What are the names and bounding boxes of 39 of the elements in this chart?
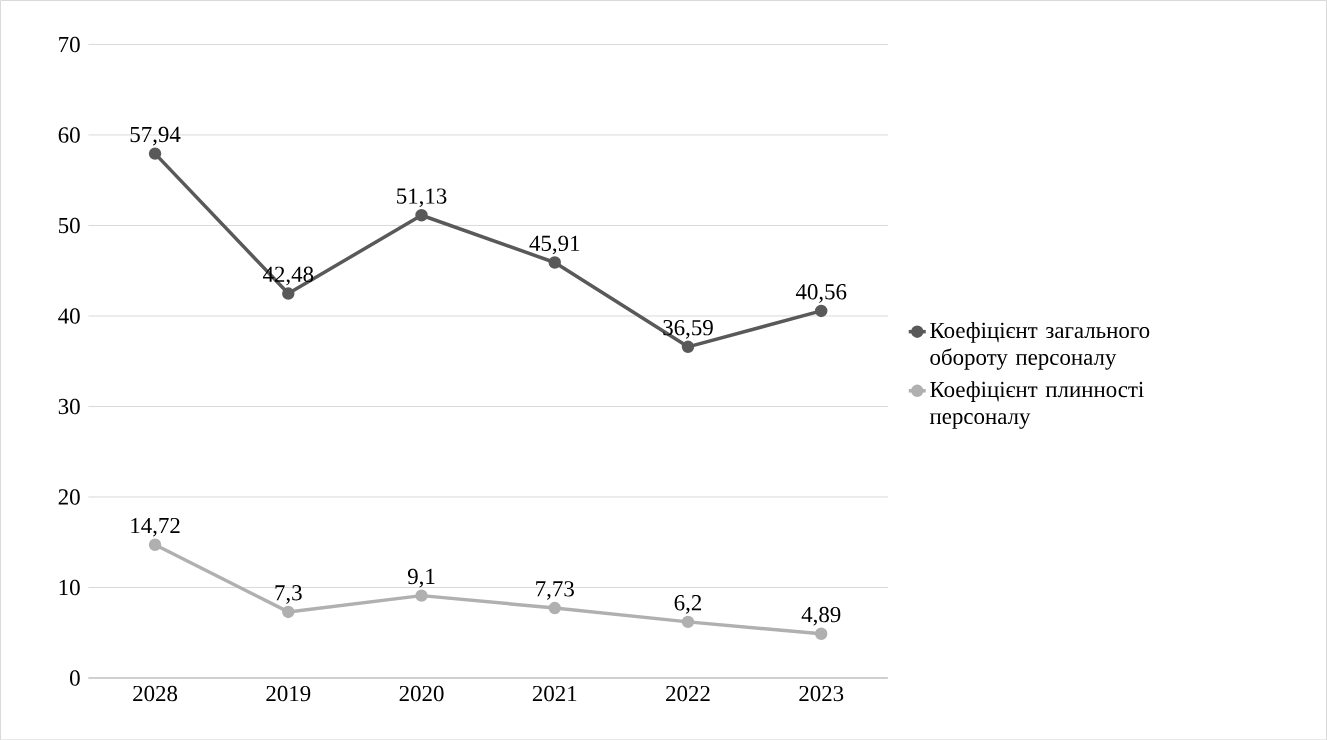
x-tick-label: 2021: [532, 685, 577, 702]
y-tick-label: 70: [59, 36, 80, 52]
point: [148, 538, 162, 551]
data-label: 14,72: [131, 517, 180, 537]
legend-label: Коефіцієнт плинності персоналу: [929, 380, 1144, 429]
point: [681, 615, 695, 628]
y-tick-label: 50: [59, 217, 80, 233]
x-tick-label: 2020: [399, 685, 444, 702]
data-label: 6,2: [674, 594, 702, 614]
data-label: 36,59: [663, 319, 713, 339]
y-tick-label: 30: [58, 398, 80, 414]
point: [415, 208, 428, 222]
data-label: 9,1: [407, 568, 435, 588]
x-tick-label: 2028: [133, 685, 178, 702]
y-tick-label: 40: [58, 308, 80, 324]
point: [681, 340, 695, 353]
data-label: 40,56: [795, 283, 847, 303]
point: [548, 256, 561, 269]
data-label: 51,13: [397, 188, 447, 207]
y-tick-label: 10: [59, 579, 80, 595]
point: [548, 601, 561, 615]
point: [148, 147, 162, 160]
x-tick-label: 2023: [799, 685, 844, 702]
data-label: 45,91: [529, 235, 580, 255]
point: [815, 304, 828, 317]
x-tick-label: 2022: [666, 685, 710, 702]
y-tick-label: 60: [58, 127, 80, 143]
point: [815, 627, 828, 640]
data-label: 4,89: [801, 606, 841, 626]
y-tick-label: 20: [58, 489, 80, 505]
data-label: 7,3: [275, 584, 302, 604]
point: [415, 589, 428, 602]
x-tick-label: 2019: [266, 685, 311, 702]
point: [282, 287, 295, 300]
data-label: 57,94: [130, 126, 181, 146]
y-tick-label: 0: [70, 670, 80, 686]
data-label: 7,73: [536, 580, 574, 600]
point: [282, 605, 295, 618]
legend-label: Коефіцієнт загального обороту персоналу: [930, 321, 1150, 370]
